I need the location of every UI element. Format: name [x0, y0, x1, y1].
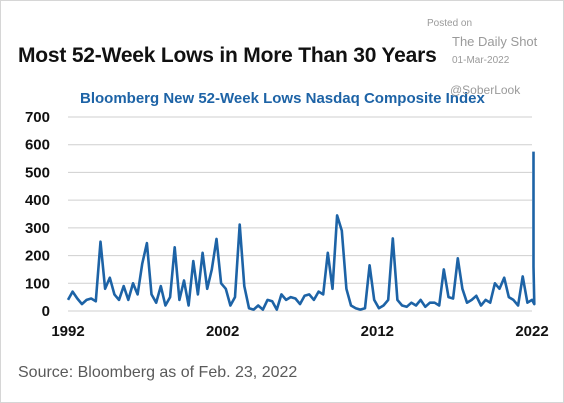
y-tick-label-200: 200 — [25, 248, 50, 265]
y-tick-label-0: 0 — [42, 303, 50, 320]
y-tick-label-500: 500 — [25, 164, 50, 181]
y-tick-label-600: 600 — [25, 137, 50, 154]
watermark-date: 01-Mar-2022 — [452, 55, 510, 66]
chart-subtitle: Bloomberg New 52-Week Lows Nasdaq Compos… — [80, 90, 485, 107]
x-tick-label-2022: 2022 — [515, 323, 548, 340]
watermark-name: The Daily Shot — [452, 34, 538, 49]
x-tick-label-2002: 2002 — [206, 323, 239, 340]
x-tick-label-2012: 2012 — [361, 323, 394, 340]
series-line-52-week-lows — [66, 151, 536, 311]
watermark-posted: Posted on — [427, 18, 473, 29]
y-tick-label-100: 100 — [25, 275, 50, 292]
x-tick-label-1992: 1992 — [51, 323, 84, 340]
y-tick-label-700: 700 — [25, 109, 50, 126]
chart-title: Most 52-Week Lows in More Than 30 Years — [18, 44, 437, 67]
watermark-handle: @SoberLook — [450, 83, 521, 97]
source-note: Source: Bloomberg as of Feb. 23, 2022 — [18, 364, 298, 381]
y-tick-label-400: 400 — [25, 192, 50, 209]
y-tick-label-300: 300 — [25, 220, 50, 237]
